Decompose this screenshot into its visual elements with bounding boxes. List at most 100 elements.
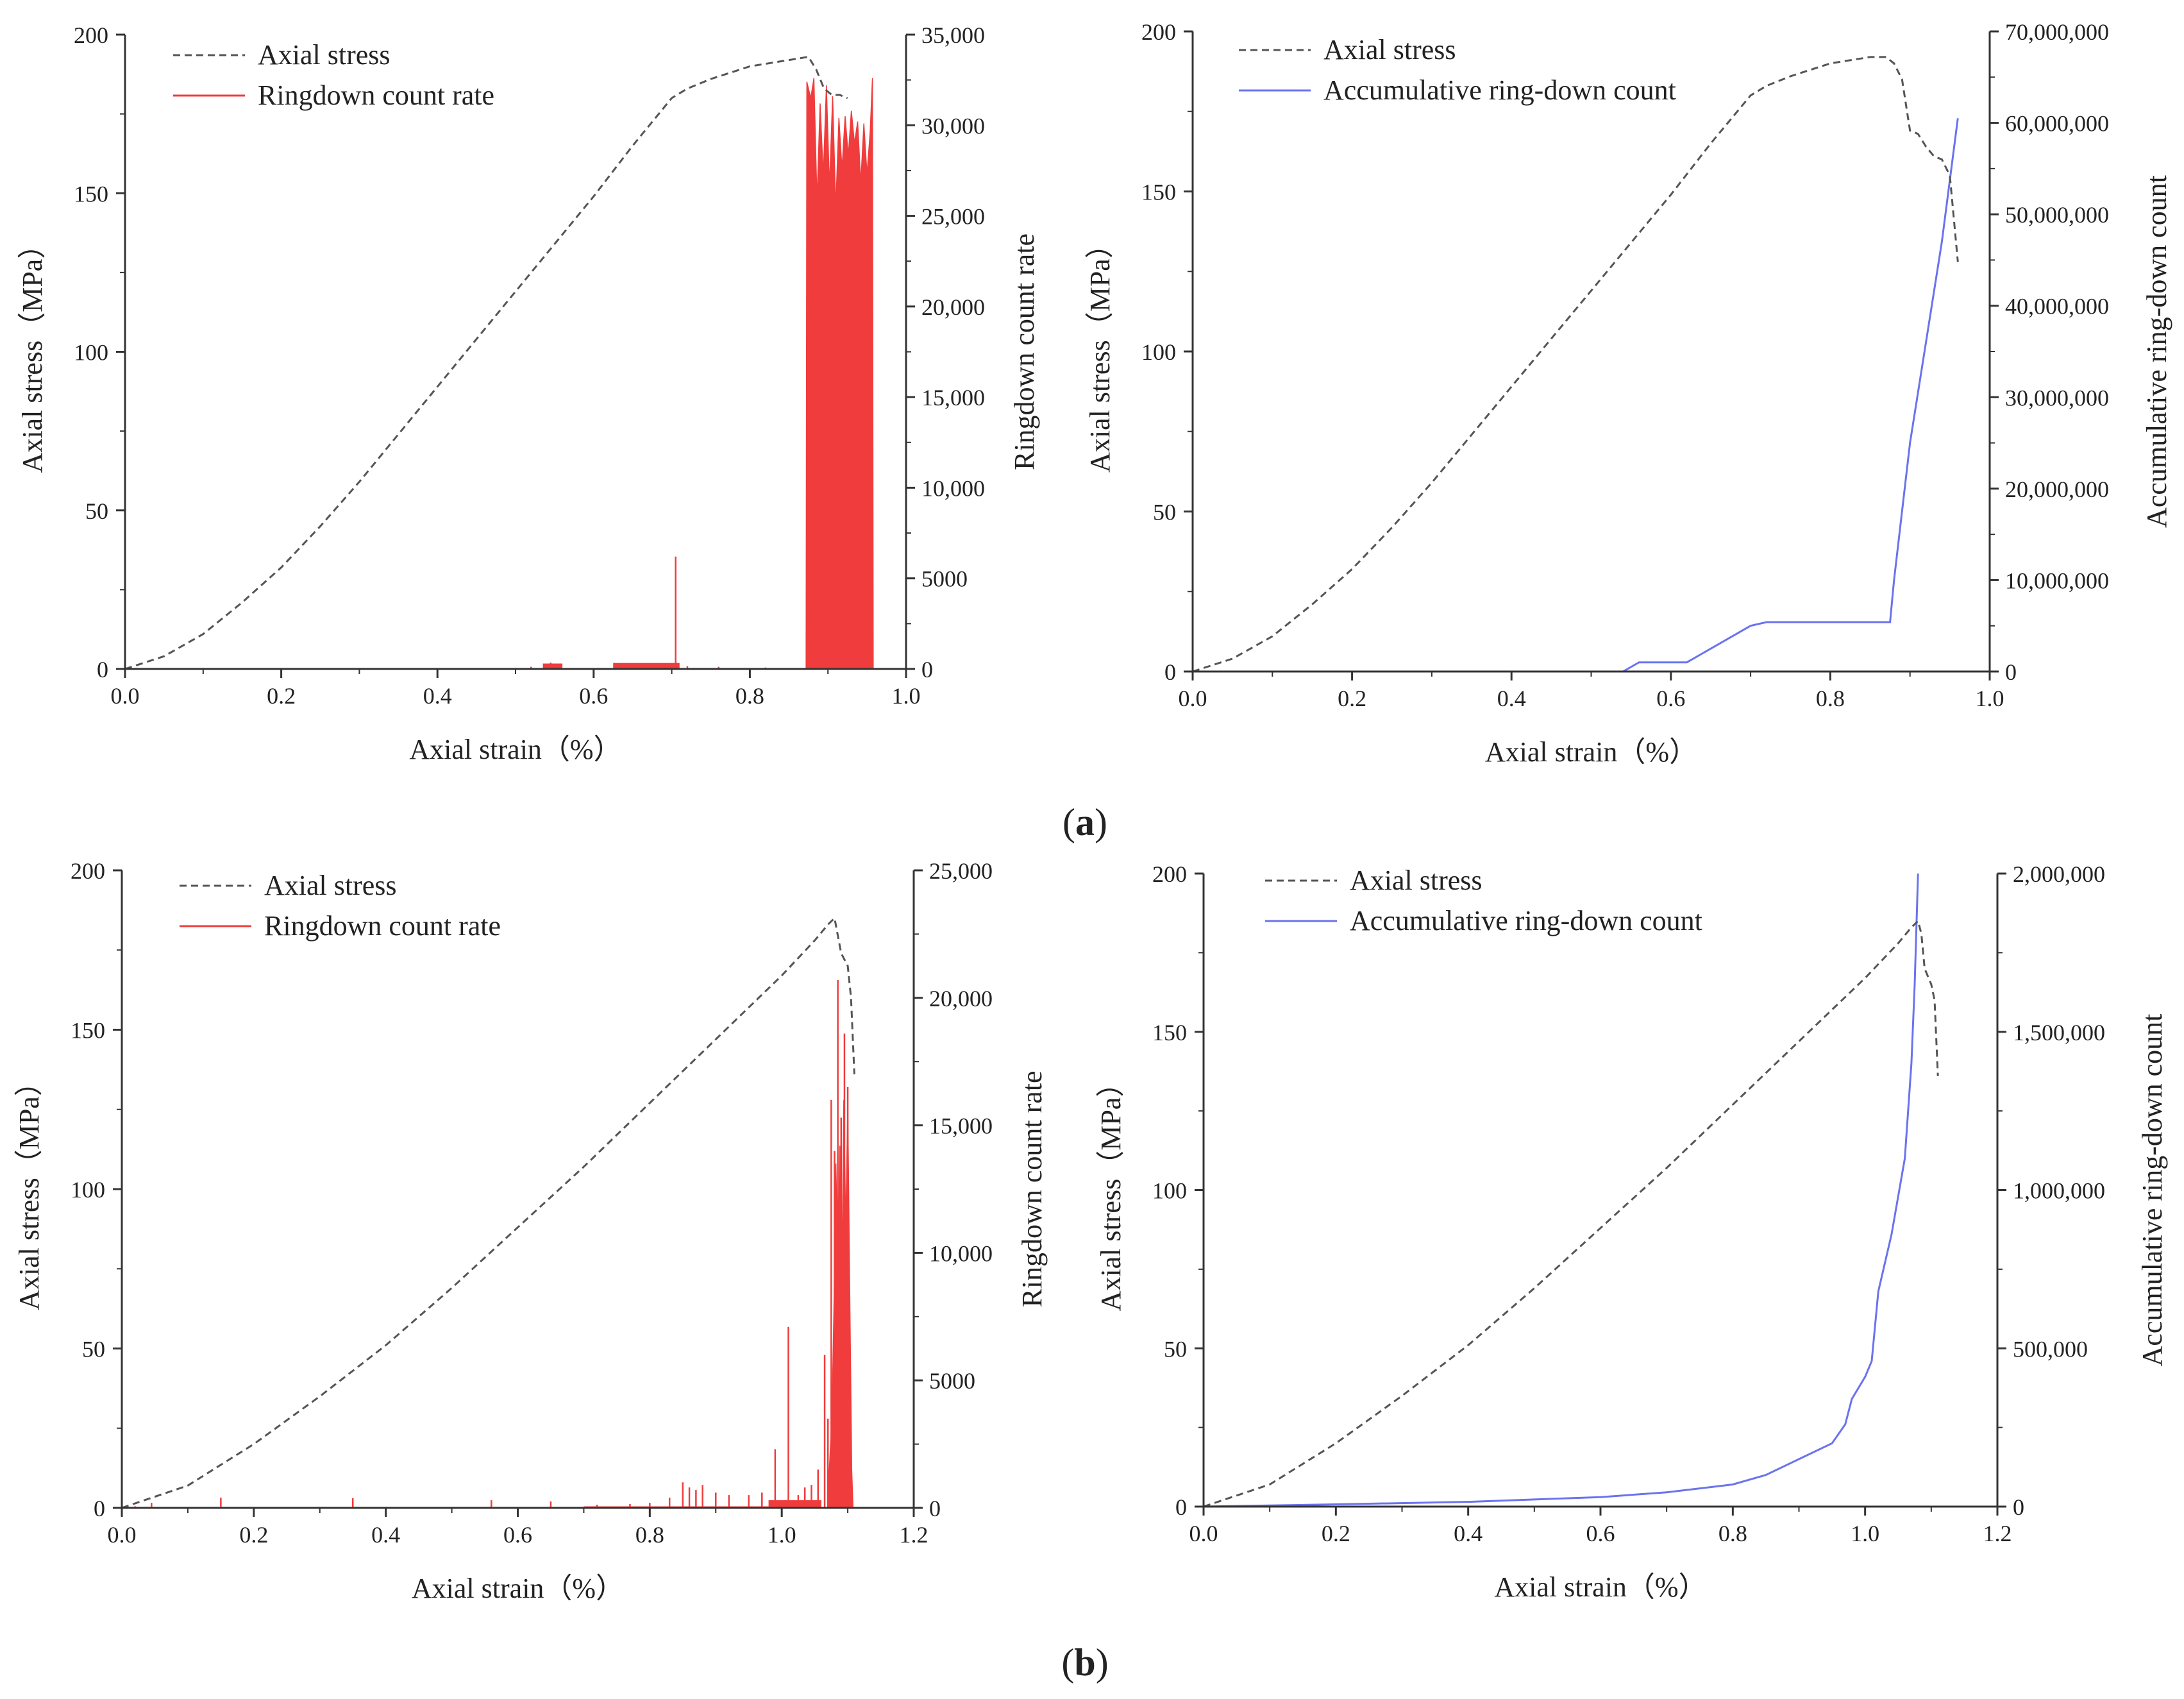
x-tick-label-4: 0.8 <box>635 1522 664 1548</box>
y-right-tick-label-0: 0 <box>921 657 933 682</box>
y-right-tick-label-1: 5000 <box>921 566 968 592</box>
y-right-tick-label-3: 30,000,000 <box>2005 385 2109 410</box>
axial-stress-line <box>1192 56 1959 673</box>
y-right-axis-title: Accumulative ring-down count <box>2141 175 2172 528</box>
y-left-tick-label-0: 0 <box>97 657 108 682</box>
y-right-tick-label-0: 0 <box>929 1496 941 1521</box>
x-tick-label-1: 0.2 <box>1322 1521 1350 1546</box>
y-right-tick-label-4: 40,000,000 <box>2005 294 2109 319</box>
y-left-tick-label-2: 100 <box>71 1177 105 1203</box>
panel-label-a: (a) <box>1063 801 1107 843</box>
y-left-tick-label-1: 50 <box>85 498 108 524</box>
y-left-tick-label-3: 150 <box>1152 1020 1187 1045</box>
legend-label-1: Accumulative ring-down count <box>1323 74 1676 106</box>
x-tick-label-2: 0.4 <box>371 1522 400 1548</box>
x-tick-label-3: 0.6 <box>1656 686 1685 711</box>
y-right-tick-label-4: 2,000,000 <box>2013 861 2105 887</box>
legend-label-1: Ringdown count rate <box>258 80 494 111</box>
y-right-tick-label-3: 15,000 <box>921 385 985 410</box>
x-tick-label-1: 0.2 <box>267 683 296 709</box>
x-tick-label-5: 1.0 <box>892 683 921 709</box>
y-left-tick-label-2: 100 <box>1141 339 1176 365</box>
y-right-tick-label-2: 20,000,000 <box>2005 477 2109 502</box>
x-tick-label-1: 0.2 <box>1338 686 1366 711</box>
y-right-axis-title: Ringdown count rate <box>1016 1070 1048 1307</box>
chart-b-ringdown-rate: 0.0 0.2 0.4 0.6 0.8 1.0 1.20501001502000500010… <box>13 858 1048 1604</box>
x-tick-label-0: 0.0 <box>1179 686 1207 711</box>
x-tick-label-3: 0.6 <box>579 683 608 709</box>
legend-label-1: Ringdown count rate <box>264 910 501 942</box>
x-tick-label-5: 1.0 <box>1976 686 2004 711</box>
y-left-tick-label-4: 200 <box>1141 19 1176 45</box>
rate-dense-region <box>805 78 874 670</box>
y-right-axis-title: Ringdown count rate <box>1009 233 1040 470</box>
rate-band-1 <box>613 663 680 669</box>
y-right-tick-label-7: 35,000 <box>921 22 985 48</box>
x-tick-label-4: 0.8 <box>735 683 764 709</box>
rate-band-1 <box>768 1500 821 1508</box>
y-left-tick-label-3: 150 <box>74 181 108 207</box>
axial-stress-line <box>121 916 855 1509</box>
x-tick-label-0: 0.0 <box>111 683 140 709</box>
panel-label-b: (b) <box>1061 1641 1108 1684</box>
accumulative-count-line <box>1203 873 1919 1508</box>
legend-label-0: Axial stress <box>264 870 397 901</box>
y-right-tick-label-1: 5000 <box>929 1368 975 1394</box>
y-right-tick-label-5: 25,000 <box>921 204 985 230</box>
y-left-tick-label-1: 50 <box>1153 500 1176 525</box>
x-tick-label-6: 1.2 <box>900 1522 928 1548</box>
x-tick-label-6: 1.2 <box>1983 1521 2012 1546</box>
x-tick-label-1: 0.2 <box>239 1522 268 1548</box>
y-right-tick-label-7: 70,000,000 <box>2005 19 2109 45</box>
y-right-axis-title: Accumulative ring-down count <box>2137 1014 2168 1367</box>
x-tick-label-3: 0.6 <box>503 1522 532 1548</box>
y-left-tick-label-3: 150 <box>1141 180 1176 205</box>
x-tick-label-5: 1.0 <box>768 1522 796 1548</box>
x-axis-title: Axial strain（%） <box>412 1573 624 1604</box>
y-right-tick-label-0: 0 <box>2005 659 2017 685</box>
y-left-tick-label-1: 50 <box>82 1337 105 1362</box>
y-right-tick-label-2: 10,000 <box>929 1240 993 1266</box>
y-left-tick-label-4: 200 <box>71 858 105 884</box>
x-tick-label-0: 0.0 <box>108 1522 137 1548</box>
x-tick-label-3: 0.6 <box>1586 1521 1615 1546</box>
y-right-tick-label-2: 10,000 <box>921 475 985 501</box>
x-axis-title: Axial strain（%） <box>1485 736 1697 768</box>
y-right-tick-label-1: 10,000,000 <box>2005 568 2109 593</box>
x-tick-label-2: 0.4 <box>1454 1521 1483 1546</box>
x-tick-label-5: 1.0 <box>1851 1521 1879 1546</box>
y-right-tick-label-2: 1,000,000 <box>2013 1178 2105 1204</box>
y-left-tick-label-0: 0 <box>1164 659 1176 685</box>
x-tick-label-0: 0.0 <box>1189 1521 1218 1546</box>
y-right-tick-label-4: 20,000 <box>921 294 985 320</box>
y-right-tick-label-3: 1,500,000 <box>2013 1020 2105 1045</box>
chart-a-accumulative-count: 0.0 0.2 0.4 0.6 0.8 1.0050100150200010,000,00… <box>1084 19 2172 768</box>
chart-a-ringdown-rate: 0.0 0.2 0.4 0.6 0.8 1.00501001502000500010,00… <box>17 22 1040 765</box>
legend-label-1: Accumulative ring-down count <box>1350 905 1702 936</box>
y-left-tick-label-3: 150 <box>71 1018 105 1044</box>
y-right-tick-label-6: 60,000,000 <box>2005 111 2109 137</box>
y-left-axis-title: Axial stress（MPa） <box>17 231 48 473</box>
y-left-axis-title: Axial stress（MPa） <box>13 1068 45 1310</box>
y-left-tick-label-4: 200 <box>1152 861 1187 887</box>
legend-label-0: Axial stress <box>1350 865 1483 896</box>
y-left-tick-label-0: 0 <box>94 1496 105 1521</box>
y-left-tick-label-0: 0 <box>1175 1494 1187 1520</box>
rate-dense-region <box>827 1099 854 1509</box>
y-left-tick-label-4: 200 <box>74 22 108 48</box>
y-left-tick-label-2: 100 <box>74 340 108 366</box>
rate-band-0 <box>542 663 563 669</box>
legend-label-0: Axial stress <box>1323 34 1456 65</box>
y-right-tick-label-1: 500,000 <box>2013 1336 2088 1362</box>
axial-stress-line <box>124 55 848 670</box>
y-left-axis-title: Axial stress（MPa） <box>1084 230 1116 473</box>
accumulative-count-line <box>1622 118 1959 673</box>
x-axis-title: Axial strain（%） <box>1494 1571 1706 1603</box>
x-tick-label-4: 0.8 <box>1718 1521 1747 1546</box>
y-left-tick-label-1: 50 <box>1164 1336 1187 1362</box>
y-right-tick-label-3: 15,000 <box>929 1113 993 1139</box>
y-right-tick-label-6: 30,000 <box>921 113 985 139</box>
y-left-tick-label-2: 100 <box>1152 1178 1187 1204</box>
